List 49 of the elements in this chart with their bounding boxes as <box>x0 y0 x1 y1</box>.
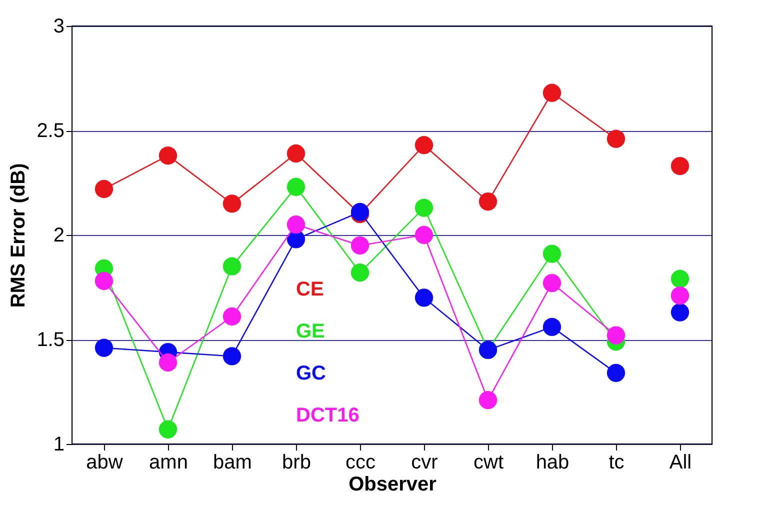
point <box>94 272 114 290</box>
point <box>286 178 306 196</box>
point <box>542 244 562 263</box>
point <box>158 146 178 165</box>
point <box>286 144 306 163</box>
point <box>478 391 498 410</box>
x-tick-label: brb <box>282 452 311 474</box>
point <box>222 307 242 326</box>
x-tick-label: bam <box>213 452 252 474</box>
point <box>414 198 434 217</box>
y-tick-label: 1.5 <box>36 329 64 351</box>
text: GE <box>296 320 325 342</box>
text: GC <box>296 362 326 384</box>
x-tick-label: All <box>669 452 692 474</box>
point <box>158 353 178 372</box>
point <box>478 192 498 211</box>
y-tick-label: 2.5 <box>36 120 64 142</box>
point <box>542 318 562 336</box>
y-axis-title: RMS Error (dB) <box>8 163 30 308</box>
point <box>222 347 242 366</box>
point <box>542 274 562 292</box>
point <box>414 288 434 307</box>
text: CE <box>296 278 324 300</box>
x-tick-label: hab <box>536 452 570 474</box>
point <box>414 226 434 244</box>
point <box>350 236 370 255</box>
point <box>606 364 626 382</box>
point <box>94 180 114 198</box>
x-axis-title: Observer <box>348 474 437 496</box>
text: DCT16 <box>296 404 360 426</box>
x-tick-label: abw <box>86 452 124 474</box>
x-tick-label: cwt <box>474 452 504 474</box>
point <box>606 326 626 344</box>
point <box>94 338 114 357</box>
point <box>350 264 370 282</box>
point <box>286 215 306 234</box>
point <box>542 84 562 102</box>
x-tick-label: ccc <box>346 452 376 474</box>
point <box>606 130 626 148</box>
y-tick-label: 3 <box>53 16 64 38</box>
x-tick-label: tc <box>608 452 624 474</box>
point <box>158 420 178 438</box>
point <box>222 194 242 213</box>
y-tick-label: 2 <box>53 224 64 246</box>
y-tick-label: 1 <box>53 434 64 456</box>
x-tick-label: cvr <box>411 452 438 474</box>
x-tick-label: amn <box>149 452 188 474</box>
point <box>414 136 434 154</box>
point <box>222 257 242 276</box>
